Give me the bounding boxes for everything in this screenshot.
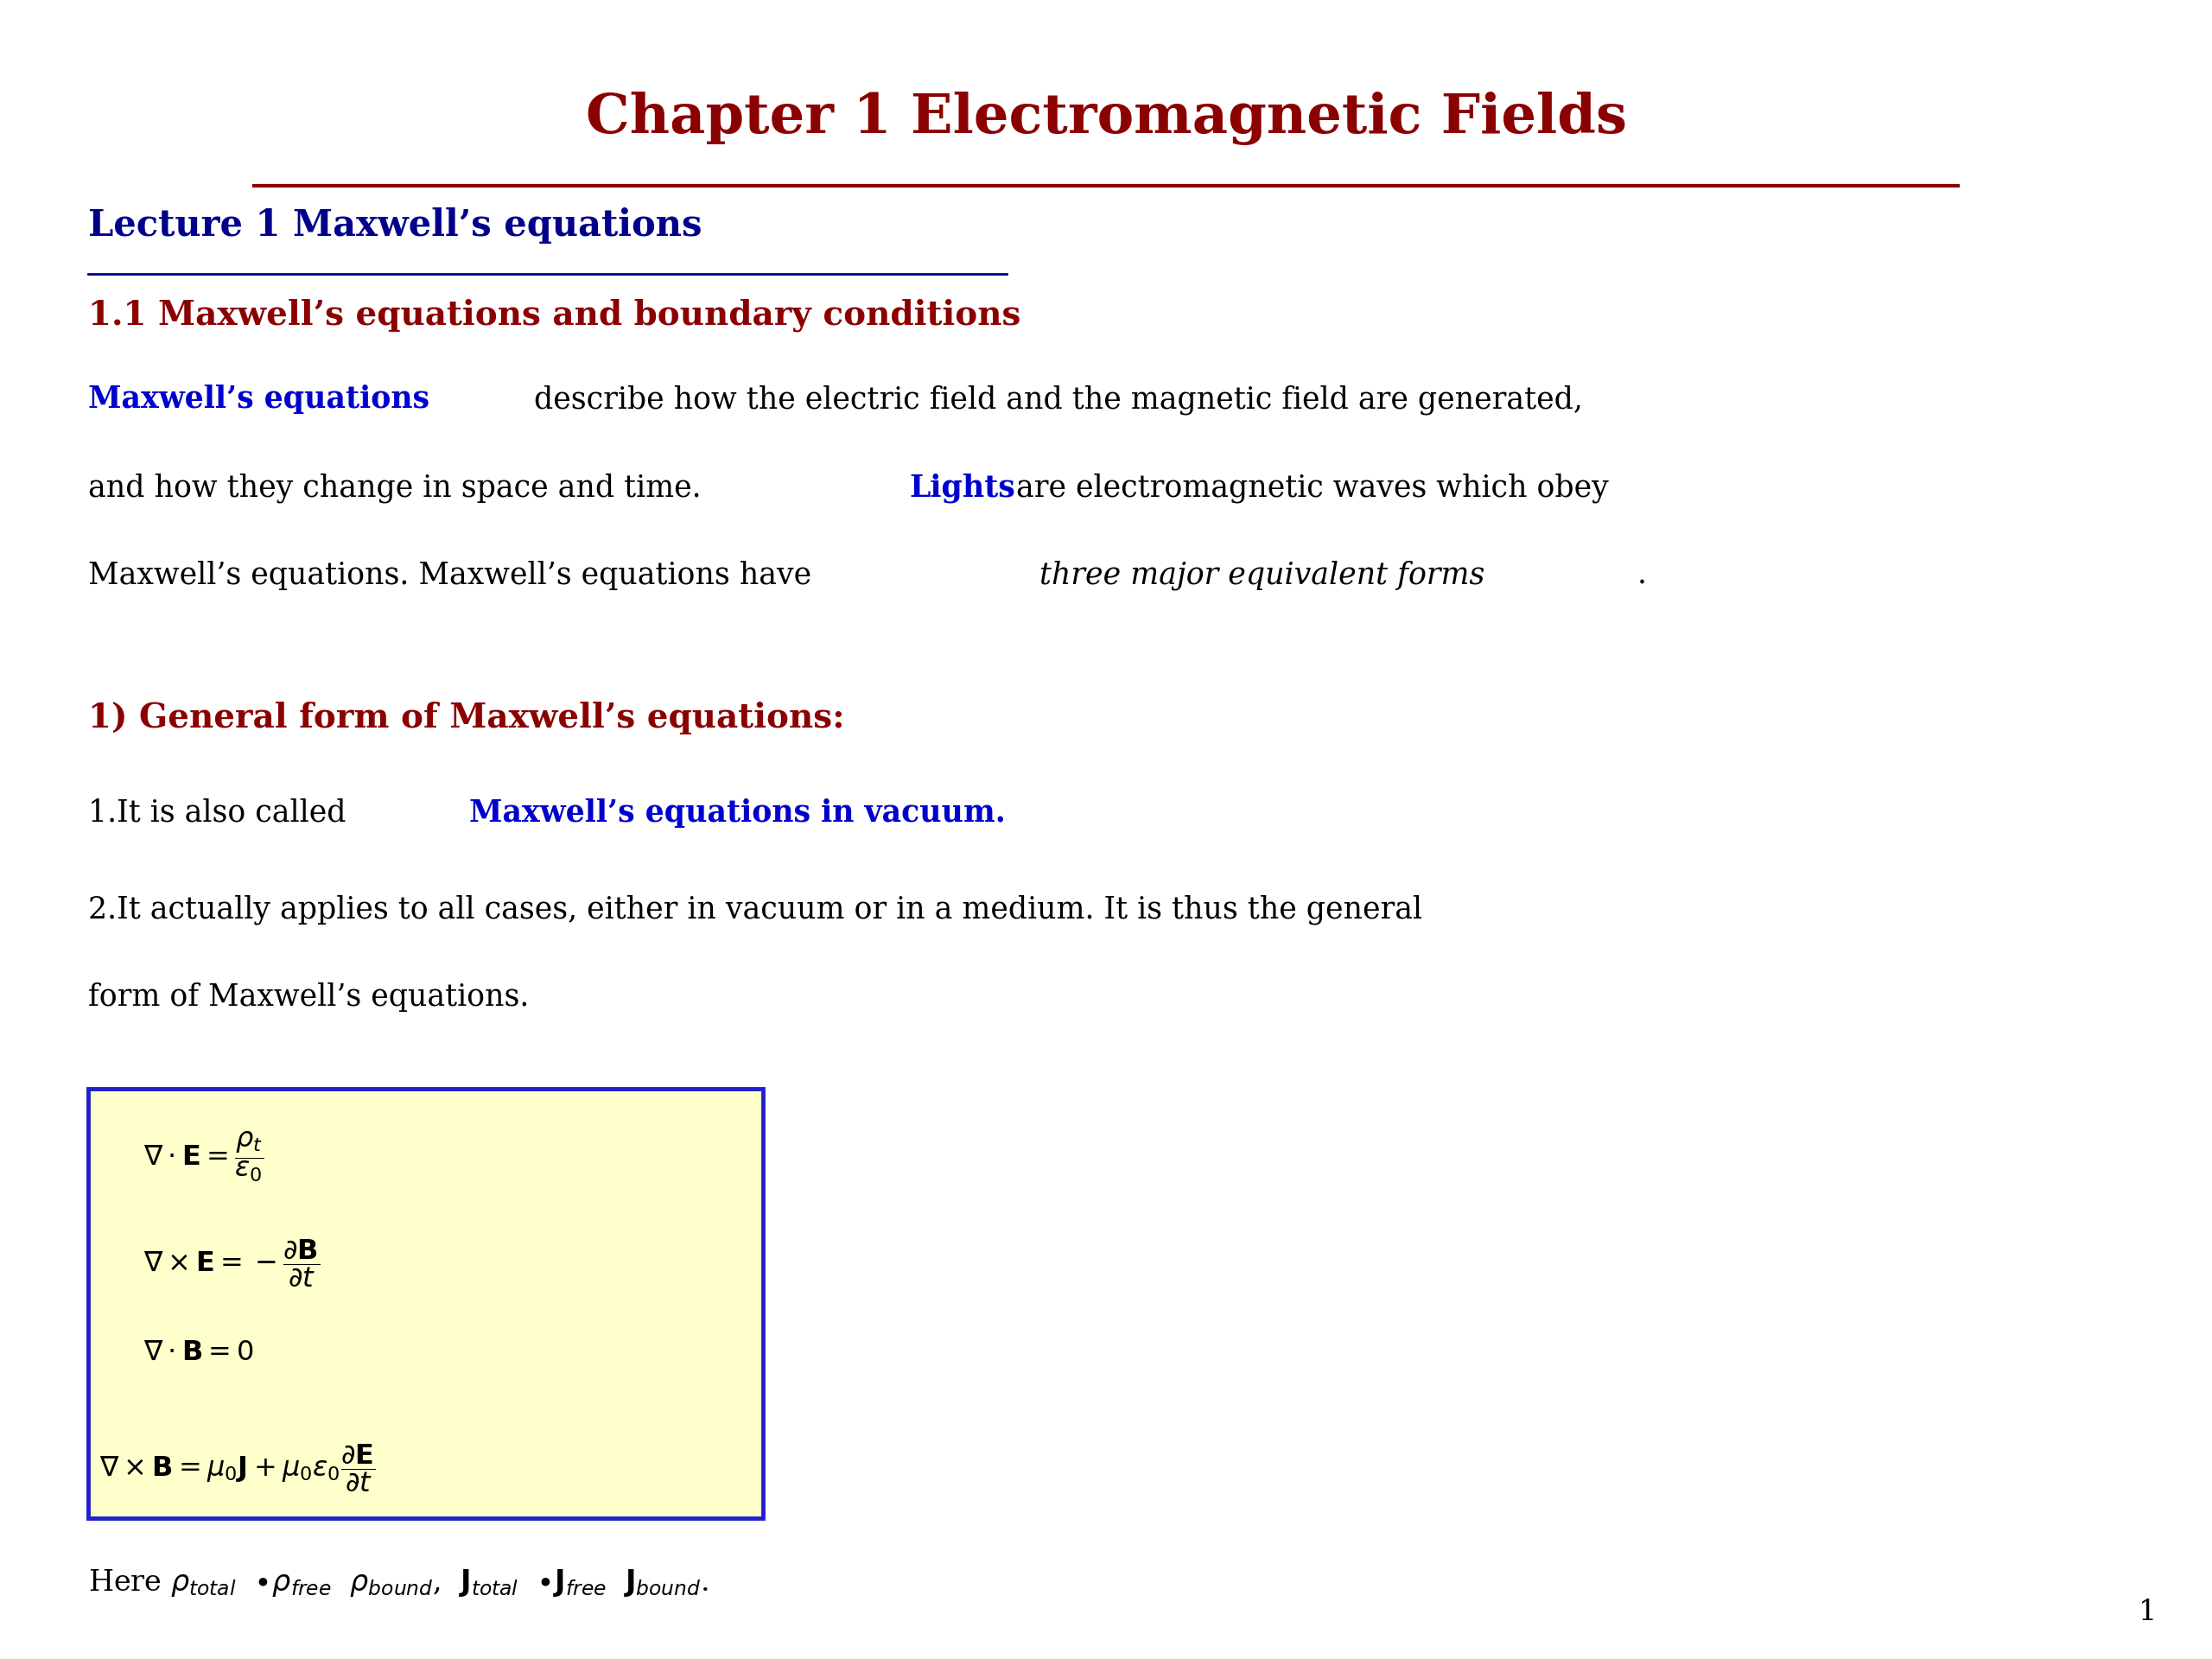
Text: Lights: Lights bbox=[909, 473, 1015, 503]
Text: 1: 1 bbox=[2139, 1598, 2157, 1626]
Text: 2.It actually applies to all cases, either in vacuum or in a medium. It is thus : 2.It actually applies to all cases, eith… bbox=[88, 894, 1422, 924]
Text: Chapter 1 Electromagnetic Fields: Chapter 1 Electromagnetic Fields bbox=[586, 91, 1626, 144]
Text: 1.1 Maxwell’s equations and boundary conditions: 1.1 Maxwell’s equations and boundary con… bbox=[88, 299, 1022, 332]
Text: are electromagnetic waves which obey: are electromagnetic waves which obey bbox=[1006, 473, 1608, 503]
Text: $\nabla \times \mathbf{B} = \mu_0 \mathbf{J} + \mu_0\varepsilon_0 \dfrac{\partia: $\nabla \times \mathbf{B} = \mu_0 \mathb… bbox=[100, 1442, 376, 1493]
Text: Here $\rho_{total}$  $\bullet\rho_{free}$  $\rho_{bound}$,  $\mathbf{J}_{total}$: Here $\rho_{total}$ $\bullet\rho_{free}$… bbox=[88, 1568, 708, 1599]
Text: 1.It is also called: 1.It is also called bbox=[88, 798, 356, 828]
Text: .: . bbox=[1637, 561, 1646, 591]
Text: Lecture 1 Maxwell’s equations: Lecture 1 Maxwell’s equations bbox=[88, 207, 703, 244]
Text: and how they change in space and time.: and how they change in space and time. bbox=[88, 473, 710, 503]
Text: Maxwell’s equations: Maxwell’s equations bbox=[88, 385, 429, 415]
Text: $\nabla \cdot \mathbf{B} = 0$: $\nabla \cdot \mathbf{B} = 0$ bbox=[144, 1339, 254, 1367]
Text: 1) General form of Maxwell’s equations:: 1) General form of Maxwell’s equations: bbox=[88, 702, 845, 735]
Text: $\nabla \times \mathbf{E} = -\dfrac{\partial \mathbf{B}}{\partial t}$: $\nabla \times \mathbf{E} = -\dfrac{\par… bbox=[144, 1238, 321, 1289]
Text: form of Maxwell’s equations.: form of Maxwell’s equations. bbox=[88, 982, 529, 1012]
FancyBboxPatch shape bbox=[88, 1088, 763, 1518]
Text: $\nabla \cdot \mathbf{E} = \dfrac{\rho_t}{\varepsilon_0}$: $\nabla \cdot \mathbf{E} = \dfrac{\rho_t… bbox=[144, 1130, 265, 1183]
Text: Maxwell’s equations. Maxwell’s equations have: Maxwell’s equations. Maxwell’s equations… bbox=[88, 561, 821, 591]
Text: three major equivalent forms: three major equivalent forms bbox=[1040, 561, 1484, 591]
Text: describe how the electric field and the magnetic field are generated,: describe how the electric field and the … bbox=[524, 385, 1582, 415]
Text: Maxwell’s equations in vacuum.: Maxwell’s equations in vacuum. bbox=[469, 798, 1006, 828]
